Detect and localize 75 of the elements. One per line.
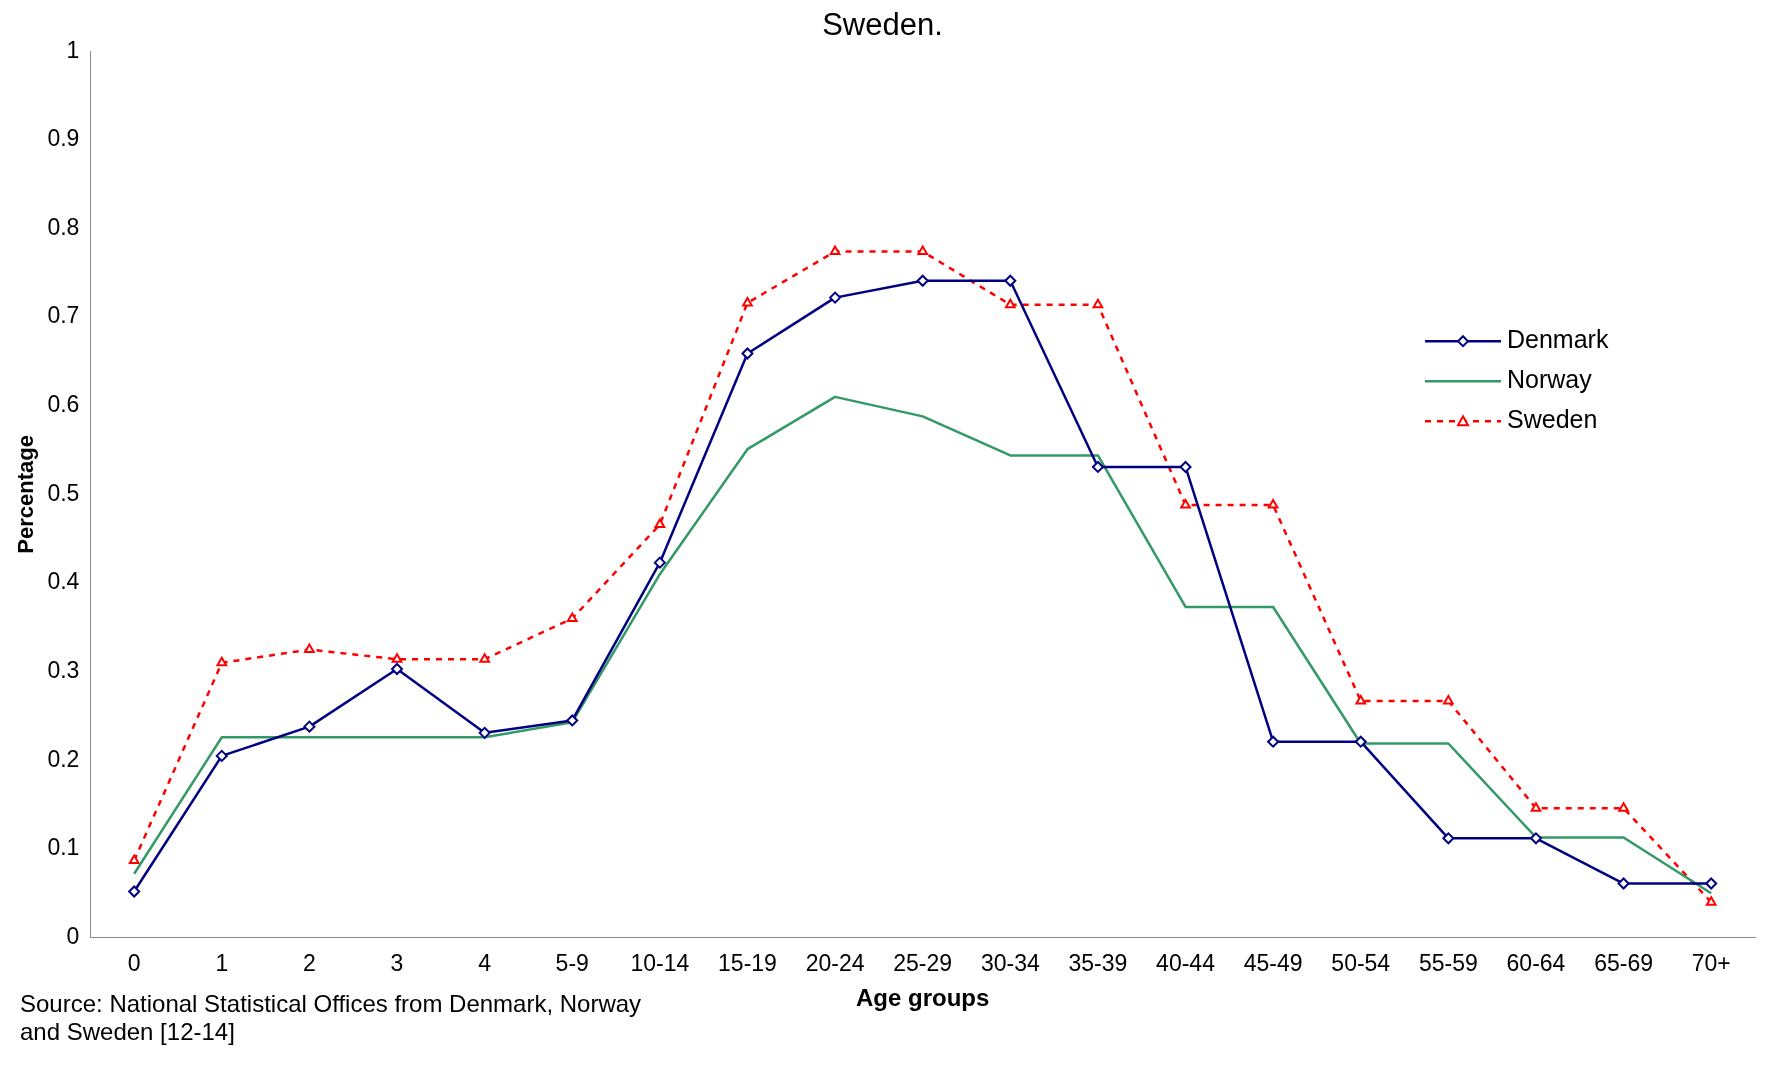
point [1705,877,1718,890]
y-tick-label: 0.6 [47,391,80,418]
y-tick-label: 0 [66,922,80,949]
source-note: Source: National Statistical Offices from Denmark, Norway and Sweden [12-14] [20,990,642,1045]
x-tick-label: 65-69 [1594,949,1653,976]
x-tick-label: 20-24 [805,949,865,976]
point [1530,802,1542,812]
point [479,653,490,663]
point [391,653,403,663]
point [742,296,753,307]
x-tick-label: 70+ [1691,949,1731,976]
point [1705,896,1717,906]
legend-label: Sweden [1507,405,1598,434]
point [1004,298,1016,309]
point [916,274,929,287]
point [128,885,141,898]
x-tick-label: 30-34 [980,949,1040,976]
x-tick-label: 3 [390,949,404,976]
point [1355,694,1367,705]
point [1004,274,1017,287]
point [478,726,491,739]
x-tick-label: 35-39 [1068,949,1128,976]
point [391,663,404,676]
y-tick-label: 0.8 [47,213,80,240]
point [917,245,929,256]
y-tick-label: 0.1 [47,834,80,861]
legend-label: Denmark [1507,325,1609,354]
point [1442,832,1455,845]
point [1180,499,1191,509]
point [303,720,316,733]
point [1267,499,1279,509]
point [128,854,140,864]
point [566,714,579,727]
point [215,749,228,762]
point [829,291,842,304]
point [566,612,578,622]
x-tick-label: 4 [478,949,492,976]
point [829,245,841,256]
y-tick-label: 0.9 [47,125,80,152]
point [1443,694,1454,705]
y-tick-label: 0.4 [47,568,80,595]
point [654,518,666,529]
x-tick-label: 10-14 [630,949,690,976]
point [1529,832,1542,845]
x-tick-label: 45-49 [1243,949,1303,976]
x-tick-label: 50-54 [1331,949,1391,976]
x-tick-label: 60-64 [1506,949,1566,976]
y-tick-label: 0.2 [47,745,80,772]
x-tick-label: 40-44 [1156,949,1216,976]
y-axis-title: Percentage [13,435,39,554]
x-tick-label: 15-19 [718,949,777,976]
x-tick-label: 2 [303,949,316,976]
point [741,347,754,360]
point [1354,735,1367,748]
point [1179,460,1192,473]
x-tick-label: 5-9 [555,949,589,976]
point [304,643,315,654]
x-tick-label: 25-29 [893,949,953,976]
y-tick-label: 0.5 [47,479,80,506]
y-tick-label: 0.7 [47,302,80,329]
y-tick-label: 1 [66,36,80,63]
y-tick-label: 0.3 [47,657,80,684]
legend-label: Norway [1507,365,1593,394]
chart-title: Sweden. [822,7,943,43]
point [1091,460,1104,473]
point [653,556,666,569]
point [216,656,228,667]
x-tick-label: 55-59 [1418,949,1478,976]
point [1267,735,1280,748]
point [1092,298,1104,309]
x-axis-title: Age groups [856,984,990,1012]
point [1618,802,1629,812]
x-tick-label: 1 [215,949,229,976]
point [1617,877,1630,890]
x-tick-label: 0 [127,949,141,976]
